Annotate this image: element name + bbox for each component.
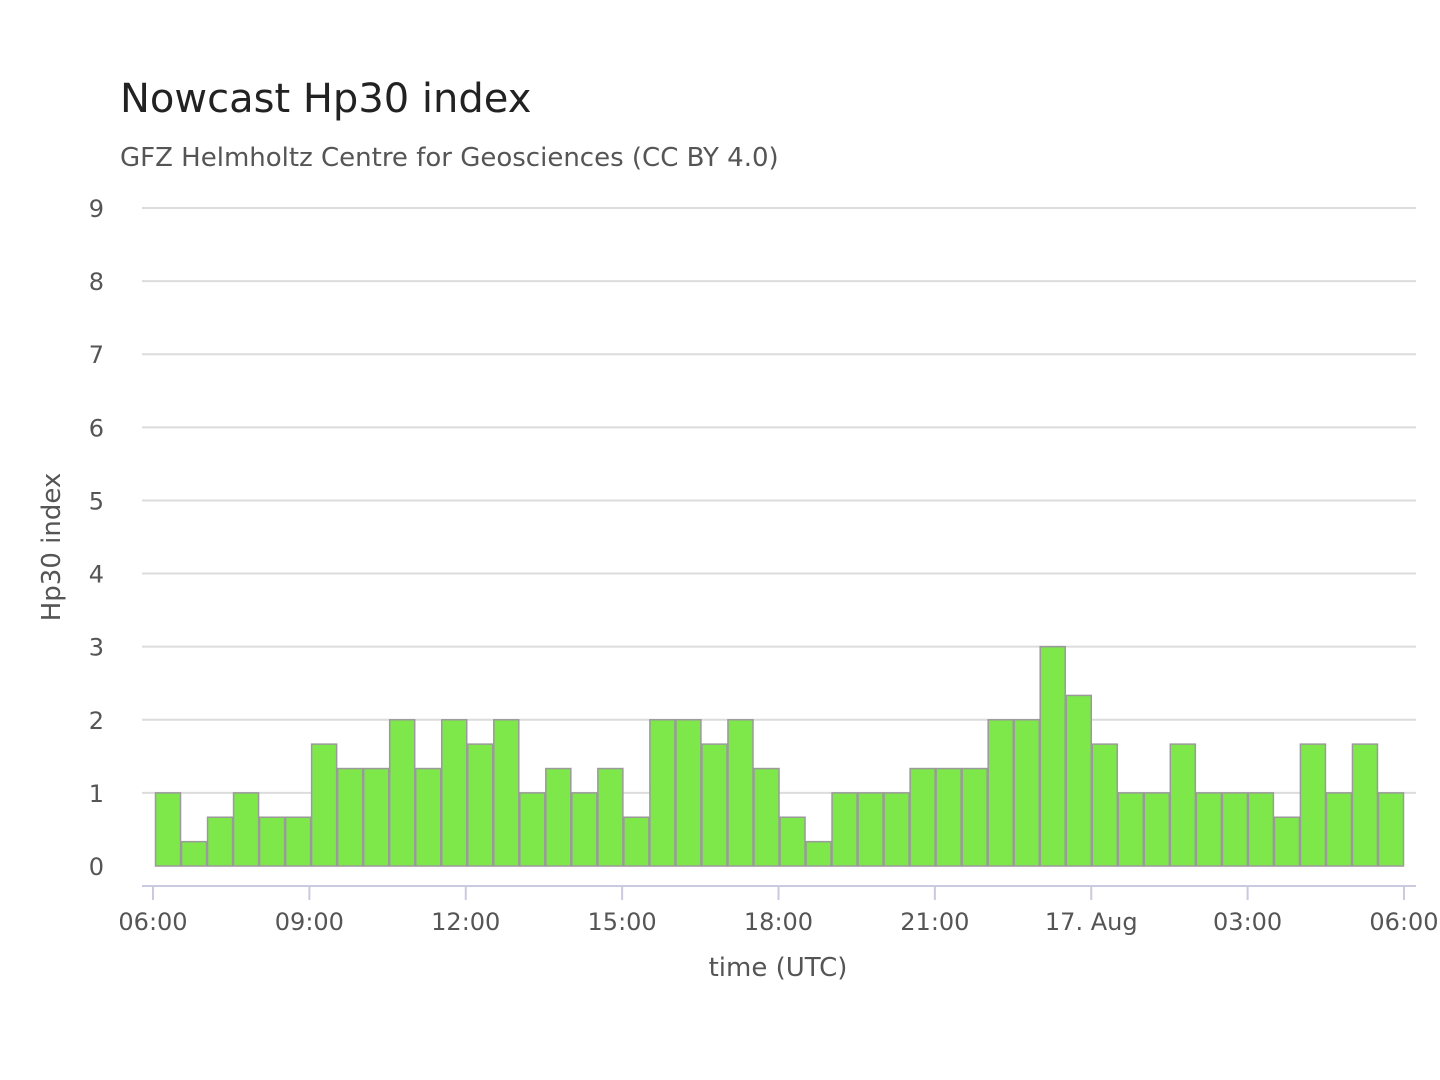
chart-title: Nowcast Hp30 index bbox=[120, 76, 532, 122]
bar bbox=[1013, 719, 1040, 867]
bar bbox=[675, 719, 702, 867]
bar bbox=[753, 767, 780, 867]
bar bbox=[1221, 792, 1249, 867]
bar bbox=[831, 792, 858, 867]
bar bbox=[1065, 694, 1092, 867]
bar bbox=[362, 767, 390, 867]
bar bbox=[154, 792, 182, 867]
bar bbox=[727, 719, 754, 867]
bar bbox=[623, 816, 650, 867]
bar bbox=[206, 816, 234, 867]
bar bbox=[779, 816, 806, 867]
bar bbox=[493, 719, 520, 867]
x-axis: 06:00 09:00 12:00 15:00 18:00 21:00 17. Aug 03:… bbox=[118, 885, 1439, 936]
bar bbox=[467, 743, 494, 867]
chart-subtitle: GFZ Helmholtz Centre for Geosciences (CC… bbox=[120, 143, 779, 173]
bar bbox=[519, 792, 546, 867]
bar bbox=[1377, 792, 1405, 867]
x-tick-label: 18:00 bbox=[744, 908, 813, 936]
bar bbox=[310, 743, 338, 867]
y-tick-label: 0 bbox=[89, 853, 104, 881]
bar bbox=[414, 767, 442, 867]
bar bbox=[336, 767, 364, 867]
x-tick-label: 03:00 bbox=[1213, 908, 1282, 936]
bar bbox=[1169, 743, 1197, 867]
y-axis-label: Hp30 index bbox=[37, 473, 67, 622]
y-tick-label: 3 bbox=[89, 634, 104, 662]
bar bbox=[1273, 816, 1301, 867]
y-tick-label: 1 bbox=[89, 780, 104, 808]
bar bbox=[258, 816, 286, 867]
bars bbox=[154, 645, 1405, 867]
y-tick-label: 5 bbox=[89, 487, 104, 515]
y-tick-label: 9 bbox=[89, 195, 104, 223]
bar bbox=[571, 792, 598, 867]
bar bbox=[883, 792, 910, 867]
x-tick-label: 06:00 bbox=[1369, 908, 1438, 936]
bar bbox=[1247, 792, 1275, 867]
bar bbox=[440, 719, 468, 867]
bar bbox=[1195, 792, 1223, 867]
x-axis-label: time (UTC) bbox=[709, 953, 848, 983]
x-tick-label: 15:00 bbox=[588, 908, 657, 936]
y-tick-labels: 0 1 2 3 4 5 6 7 8 9 bbox=[89, 195, 104, 881]
bar bbox=[1039, 645, 1066, 867]
x-tick-label: 17. Aug bbox=[1045, 908, 1138, 936]
bar bbox=[987, 719, 1014, 867]
bar bbox=[857, 792, 884, 867]
grid-lines bbox=[142, 207, 1416, 794]
bar bbox=[284, 816, 312, 867]
bar bbox=[1091, 743, 1119, 867]
bar bbox=[935, 767, 962, 867]
x-tick-label: 21:00 bbox=[900, 908, 969, 936]
bar bbox=[805, 840, 832, 867]
bar bbox=[1299, 743, 1327, 867]
y-tick-label: 7 bbox=[89, 341, 104, 369]
x-tick-label: 09:00 bbox=[275, 908, 344, 936]
bar bbox=[1351, 743, 1379, 867]
bar bbox=[1117, 792, 1145, 867]
x-tick-label: 06:00 bbox=[118, 908, 187, 936]
y-tick-label: 2 bbox=[89, 707, 104, 735]
y-tick-label: 6 bbox=[89, 414, 104, 442]
bar bbox=[1325, 792, 1353, 867]
bar bbox=[909, 767, 936, 867]
y-tick-label: 8 bbox=[89, 268, 104, 296]
bar bbox=[388, 719, 416, 867]
bar bbox=[180, 840, 208, 867]
bar bbox=[961, 767, 988, 867]
bar bbox=[597, 767, 624, 867]
bar bbox=[545, 767, 572, 867]
x-tick-label: 12:00 bbox=[431, 908, 500, 936]
bar bbox=[232, 792, 260, 867]
y-tick-label: 4 bbox=[89, 561, 104, 589]
bar bbox=[1143, 792, 1171, 867]
bar bbox=[701, 743, 728, 867]
bar bbox=[649, 719, 676, 867]
